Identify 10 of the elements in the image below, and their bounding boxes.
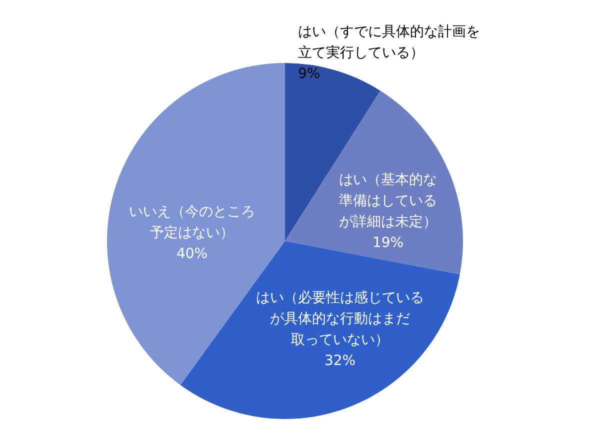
slice-label: はい（必要性は感じているが具体的な行動はまだ取っていない）	[256, 290, 424, 348]
pie-slice	[107, 63, 285, 386]
slice-label: はい（基本的な準備はしているが詳細は未定）	[339, 172, 437, 230]
pie-slice	[285, 90, 463, 274]
data-label: 40%	[176, 246, 208, 262]
data-label: 19%	[372, 235, 404, 251]
data-label: 9%	[298, 66, 320, 82]
data-label: 32%	[324, 353, 356, 369]
slice-label: はい（すでに具体的な計画を立て実行している）	[298, 24, 480, 61]
slice-label: いいえ（今のところ予定はない）	[129, 204, 255, 241]
